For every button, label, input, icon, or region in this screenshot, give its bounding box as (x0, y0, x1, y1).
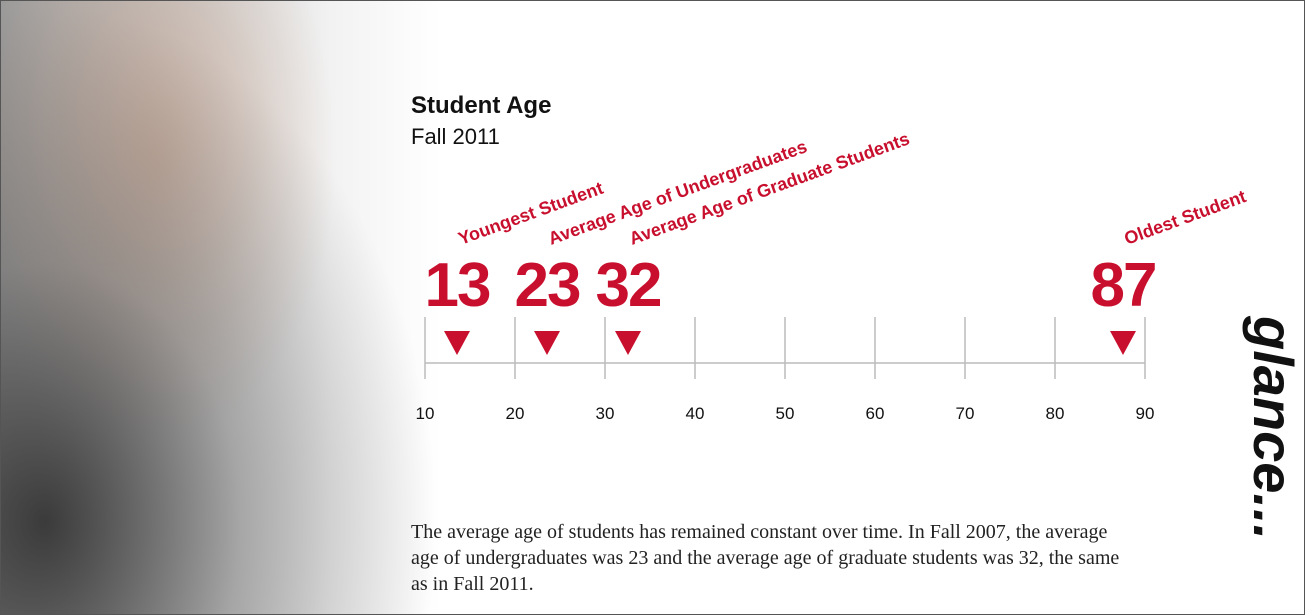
note: The average age of students has remained… (411, 519, 1131, 597)
x-tick-label: 20 (506, 404, 525, 423)
x-tick-label: 90 (1136, 404, 1155, 423)
x-tick-label: 70 (956, 404, 975, 423)
x-tick-label: 10 (416, 404, 435, 423)
value-label: 23 (515, 251, 580, 320)
x-tick-label: 30 (596, 404, 615, 423)
chart-subtitle: Fall 2011 (411, 124, 500, 149)
x-tick-label: 50 (776, 404, 795, 423)
marker (1110, 331, 1136, 355)
x-tick-label: 60 (866, 404, 885, 423)
marker (615, 331, 641, 355)
x-tick-label: 80 (1046, 404, 1065, 423)
x-tick-label: 40 (686, 404, 705, 423)
marker (534, 331, 560, 355)
marker (444, 331, 470, 355)
category-label: Youngest Student (456, 178, 606, 249)
sidebar-text: glance... (1241, 316, 1305, 540)
value-label: 32 (596, 251, 661, 320)
value-label: 13 (425, 251, 490, 320)
value-label: 87 (1091, 251, 1156, 320)
chart-title: Student Age (411, 92, 551, 119)
category-label: Oldest Student (1122, 186, 1249, 249)
page: Student Age Fall 2011 10 20 30 40 50 60 70 80 90… (0, 0, 1305, 615)
